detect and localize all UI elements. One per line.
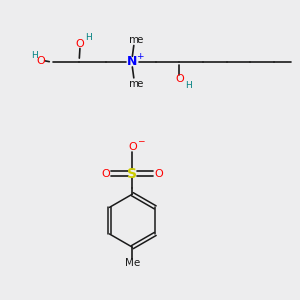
Text: O: O xyxy=(37,56,45,66)
Text: O: O xyxy=(154,169,163,178)
Text: S: S xyxy=(127,167,137,181)
Text: +: + xyxy=(136,52,143,61)
Text: H: H xyxy=(85,33,92,42)
Text: −: − xyxy=(137,136,145,145)
Text: H: H xyxy=(31,51,38,60)
Text: m: m xyxy=(129,34,139,45)
Text: O: O xyxy=(76,39,84,49)
Text: H: H xyxy=(185,81,192,90)
Text: O: O xyxy=(128,142,137,152)
Text: e: e xyxy=(136,34,142,45)
Text: O: O xyxy=(101,169,110,178)
Text: Me: Me xyxy=(125,258,140,268)
Text: e: e xyxy=(136,79,142,89)
Text: m: m xyxy=(129,79,139,89)
Text: O: O xyxy=(175,74,184,84)
Text: N: N xyxy=(127,55,137,68)
